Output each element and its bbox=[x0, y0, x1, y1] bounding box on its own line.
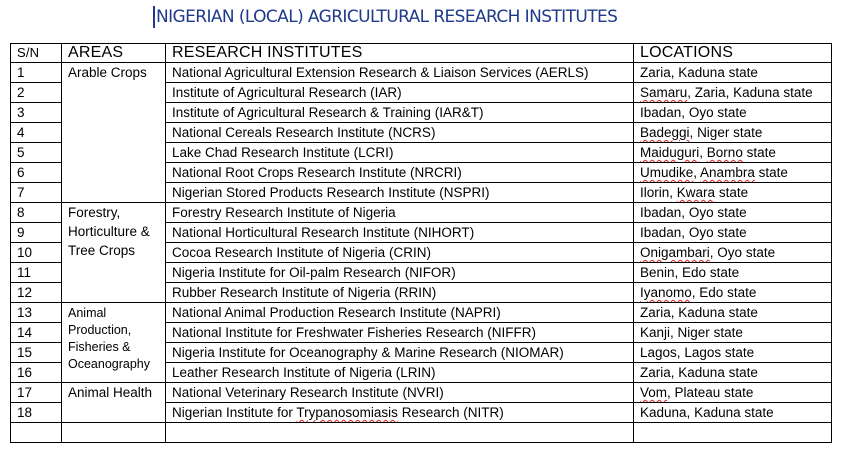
sn-cell: 14 bbox=[10, 322, 62, 343]
spellcheck-word: Maiduguri bbox=[640, 145, 700, 160]
institute-cell: Nigeria Institute for Oceanography & Mar… bbox=[165, 342, 634, 363]
table-row: 6 National Root Crops Research Institute … bbox=[10, 162, 832, 183]
table-row: 17 Animal Health National Veterinary Resea… bbox=[10, 382, 832, 423]
location-cell: Zaria, Kaduna state bbox=[633, 362, 832, 383]
spellcheck-word: Samaru bbox=[640, 85, 688, 100]
page-title: NIGERIAN (LOCAL) AGRICULTURAL RESEARCH I… bbox=[153, 6, 618, 28]
institute-cell: National Agricultural Extension Research… bbox=[165, 62, 634, 83]
location-cell: Iyanomo, Edo state bbox=[633, 282, 832, 303]
institute-cell: Leather Research Institute of Nigeria (L… bbox=[165, 362, 634, 383]
spellcheck-word: Iyanomo bbox=[640, 285, 692, 300]
header-row: S/N AREAS RESEARCH INSTITUTES LOCATIONS bbox=[10, 43, 832, 63]
sn-cell: 18 bbox=[10, 402, 62, 423]
table-row: 8 Forestry, Horticulture & Tree Crops Fore… bbox=[10, 202, 832, 303]
sn-cell: 16 bbox=[10, 362, 62, 383]
empty-cell bbox=[165, 422, 634, 443]
location-cell: Umudike, Anambra state bbox=[633, 162, 832, 183]
spellcheck-word: Kwara bbox=[676, 185, 716, 200]
header-areas: AREAS bbox=[61, 43, 166, 63]
sn-cell: 4 bbox=[10, 122, 62, 143]
spellcheck-word: Umudike bbox=[640, 165, 694, 180]
table-row: 10 Cocoa Research Institute of Nigeria (C… bbox=[10, 242, 832, 263]
institute-cell: National Root Crops Research Institute (… bbox=[165, 162, 634, 183]
sn-cell: 13 bbox=[10, 302, 62, 323]
institute-cell: Nigerian Institute for Trypanosomiasis R… bbox=[165, 402, 634, 423]
spellcheck-word: Anambra bbox=[700, 165, 755, 180]
table-row: 12 Rubber Research Institute of Nigeria (… bbox=[10, 282, 832, 303]
location-cell: Ibadan, Oyo state bbox=[633, 222, 832, 243]
empty-cell bbox=[633, 422, 832, 443]
institutes-table: S/N AREAS RESEARCH INSTITUTES LOCATIONS … bbox=[10, 43, 832, 443]
area-cell: Arable Crops bbox=[61, 62, 166, 203]
sn-cell: 17 bbox=[10, 382, 62, 403]
table-row: 1 Arable Crops National Agricultural Exten… bbox=[10, 62, 832, 203]
institute-cell: National Institute for Freshwater Fisher… bbox=[165, 322, 634, 343]
location-cell: Ilorin, Kwara state bbox=[633, 182, 832, 203]
location-cell: Ibadan, Oyo state bbox=[633, 102, 832, 123]
spellcheck-word: Vom bbox=[640, 385, 668, 400]
location-cell: Badeggi, Niger state bbox=[633, 122, 832, 143]
institute-cell: Lake Chad Research Institute (LCRI) bbox=[165, 142, 634, 163]
table-body: 1 Arable Crops National Agricultural Exten… bbox=[10, 62, 832, 443]
location-cell: Benin, Edo state bbox=[633, 262, 832, 283]
sn-cell: 15 bbox=[10, 342, 62, 363]
location-cell: Ibadan, Oyo state bbox=[633, 202, 832, 223]
institute-cell: National Horticultural Research Institut… bbox=[165, 222, 634, 243]
table-row: 2 Institute of Agricultural Research (IAR… bbox=[10, 82, 832, 103]
location-cell: Vom, Plateau state bbox=[633, 382, 832, 403]
location-cell: Zaria, Kaduna state bbox=[633, 302, 832, 323]
spellcheck-word: Trypanosomiasis bbox=[296, 405, 398, 420]
spellcheck-word: Borno bbox=[706, 145, 743, 160]
location-cell: Kaduna, Kaduna state bbox=[633, 402, 832, 423]
sn-cell: 12 bbox=[10, 282, 62, 303]
institute-cell: National Cereals Research Institute (NCR… bbox=[165, 122, 634, 143]
empty-cell bbox=[61, 422, 166, 443]
header-institutes: RESEARCH INSTITUTES bbox=[165, 43, 634, 63]
table-row: 5 Lake Chad Research Institute (LCRI) Maid… bbox=[10, 142, 832, 163]
institute-cell: National Animal Production Research Inst… bbox=[165, 302, 634, 323]
table-row: 18 Nigerian Institute for Trypanosomiasis… bbox=[10, 402, 832, 423]
sn-cell: 1 bbox=[10, 62, 62, 83]
sn-cell: 5 bbox=[10, 142, 62, 163]
institute-cell: Cocoa Research Institute of Nigeria (CRI… bbox=[165, 242, 634, 263]
institute-cell: Institute of Agricultural Research & Tra… bbox=[165, 102, 634, 123]
location-cell: Maiduguri, Borno state bbox=[633, 142, 832, 163]
sn-cell: 6 bbox=[10, 162, 62, 183]
area-cell: Animal Health bbox=[61, 382, 166, 423]
institute-cell: Rubber Research Institute of Nigeria (RR… bbox=[165, 282, 634, 303]
location-cell: Onigambari, Oyo state bbox=[633, 242, 832, 263]
spellcheck-word: Badeggi bbox=[640, 125, 690, 140]
sn-cell: 7 bbox=[10, 182, 62, 203]
table-row: 9 National Horticultural Research Institu… bbox=[10, 222, 832, 243]
location-cell: Lagos, Lagos state bbox=[633, 342, 832, 363]
table-row: 11 Nigeria Institute for Oil-palm Researc… bbox=[10, 262, 832, 283]
table-row: 15 Nigeria Institute for Oceanography & M… bbox=[10, 342, 832, 363]
sn-cell: 3 bbox=[10, 102, 62, 123]
sn-cell: 11 bbox=[10, 262, 62, 283]
header-locations: LOCATIONS bbox=[633, 43, 832, 63]
institute-cell: Nigeria Institute for Oil-palm Research … bbox=[165, 262, 634, 283]
sn-cell: 10 bbox=[10, 242, 62, 263]
location-cell: Zaria, Kaduna state bbox=[633, 62, 832, 83]
table-row: 7 Nigerian Stored Products Research Insti… bbox=[10, 182, 832, 203]
table-row: 13 Animal Production, Fisheries & Oceanog… bbox=[10, 302, 832, 383]
institute-cell: Institute of Agricultural Research (IAR) bbox=[165, 82, 634, 103]
area-cell: Animal Production, Fisheries & Oceanogra… bbox=[61, 302, 166, 383]
sn-cell: 8 bbox=[10, 202, 62, 223]
location-cell: Samaru, Zaria, Kaduna state bbox=[633, 82, 832, 103]
empty-cell bbox=[10, 422, 62, 443]
empty-row bbox=[10, 422, 832, 443]
sn-cell: 9 bbox=[10, 222, 62, 243]
area-cell: Forestry, Horticulture & Tree Crops bbox=[61, 202, 166, 303]
institute-cell: Nigerian Stored Products Research Instit… bbox=[165, 182, 634, 203]
location-cell: Kanji, Niger state bbox=[633, 322, 832, 343]
institute-cell: National Veterinary Research Institute (… bbox=[165, 382, 634, 403]
sn-cell: 2 bbox=[10, 82, 62, 103]
institute-cell: Forestry Research Institute of Nigeria bbox=[165, 202, 634, 223]
header-sn: S/N bbox=[10, 43, 62, 63]
table-row: 3 Institute of Agricultural Research & Tr… bbox=[10, 102, 832, 123]
spellcheck-word: Onigambari bbox=[640, 245, 710, 260]
